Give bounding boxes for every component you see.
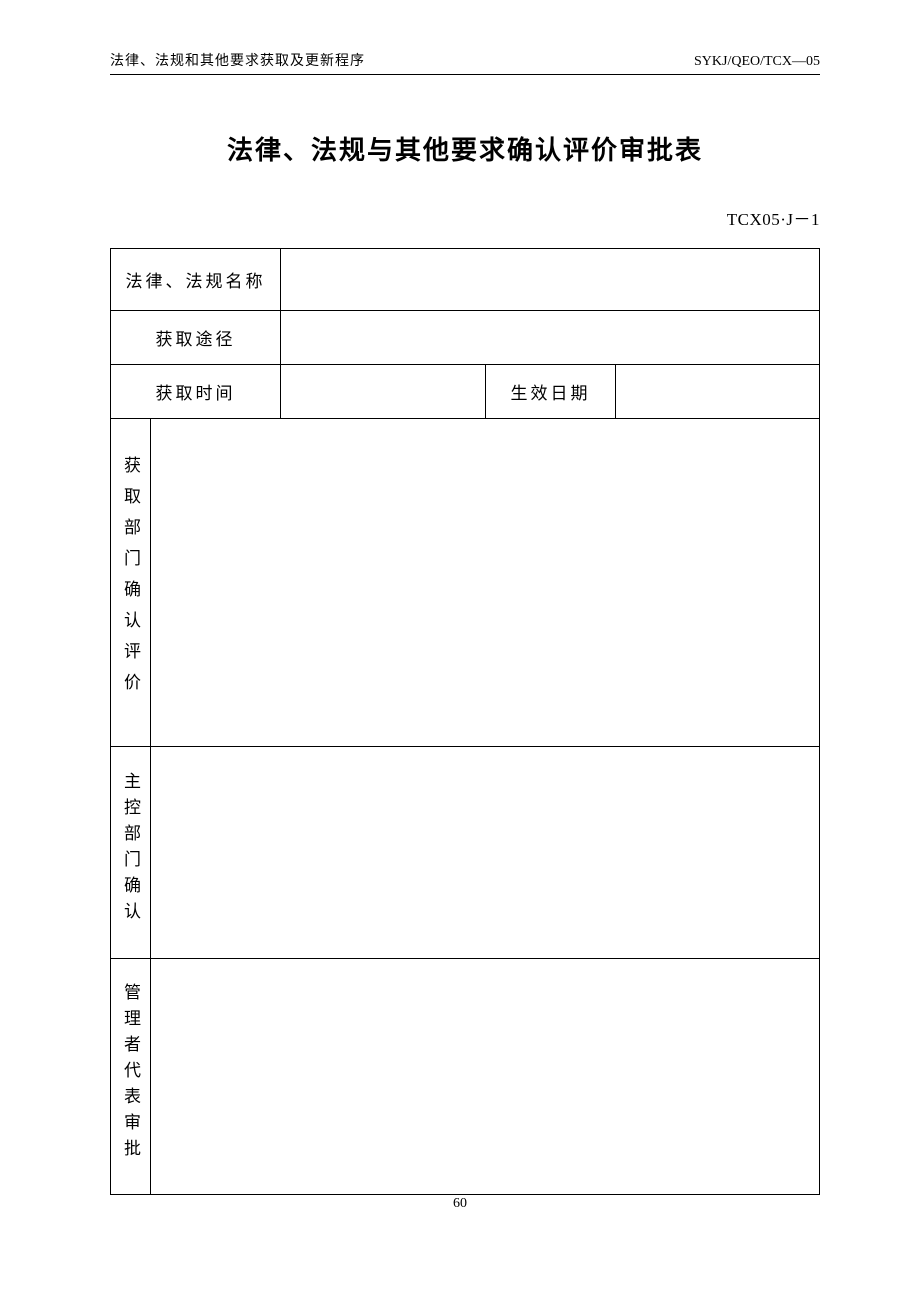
- law-name-label: 法律、法规名称: [111, 249, 281, 311]
- manager-approval-label: 管理者代表审批: [111, 959, 151, 1195]
- effective-date-label: 生效日期: [486, 365, 616, 419]
- effective-date-value: [616, 365, 820, 419]
- obtain-time-value: [281, 365, 486, 419]
- obtain-method-value: [281, 311, 820, 365]
- page-number: 60: [0, 1196, 920, 1212]
- form-code: TCX05·J－1: [110, 205, 820, 230]
- law-name-value: [281, 249, 820, 311]
- obtain-method-label: 获取途径: [111, 311, 281, 365]
- header-left-text: 法律、法规和其他要求获取及更新程序: [110, 50, 365, 70]
- obtain-time-label: 获取时间: [111, 365, 281, 419]
- page-header: 法律、法规和其他要求获取及更新程序 SYKJ/QEO/TCX—05: [110, 50, 820, 75]
- control-dept-confirm-label: 主控部门确认: [111, 747, 151, 959]
- control-dept-confirm-value: [151, 747, 820, 959]
- approval-form-table: 法律、法规名称 获取途径 获取时间 生效日期 获取部门确认评价 主控部门确认: [110, 248, 820, 1195]
- page-title: 法律、法规与其他要求确认评价审批表: [110, 130, 820, 167]
- header-right-text: SYKJ/QEO/TCX—05: [694, 54, 820, 70]
- obtain-dept-eval-value: [151, 419, 820, 747]
- manager-approval-value: [151, 959, 820, 1195]
- obtain-dept-eval-label: 获取部门确认评价: [111, 419, 151, 747]
